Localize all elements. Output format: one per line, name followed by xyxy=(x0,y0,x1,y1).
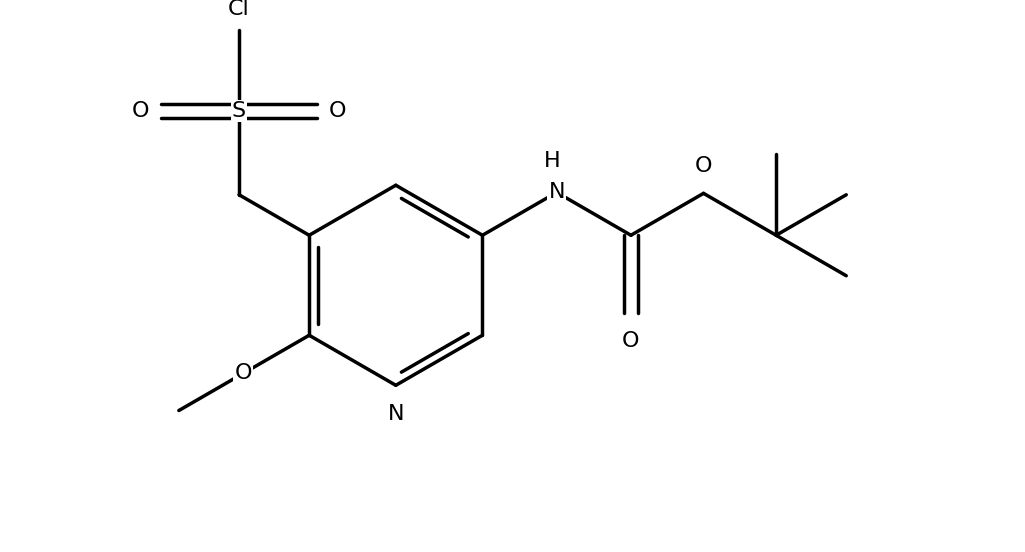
Text: H: H xyxy=(543,151,561,172)
Text: Cl: Cl xyxy=(229,0,250,19)
Text: N: N xyxy=(548,182,565,203)
Text: O: O xyxy=(695,156,712,176)
Text: O: O xyxy=(329,101,346,121)
Text: N: N xyxy=(387,405,404,424)
Text: O: O xyxy=(235,363,252,384)
Text: O: O xyxy=(132,101,150,121)
Text: S: S xyxy=(232,101,246,121)
Text: O: O xyxy=(622,331,640,351)
